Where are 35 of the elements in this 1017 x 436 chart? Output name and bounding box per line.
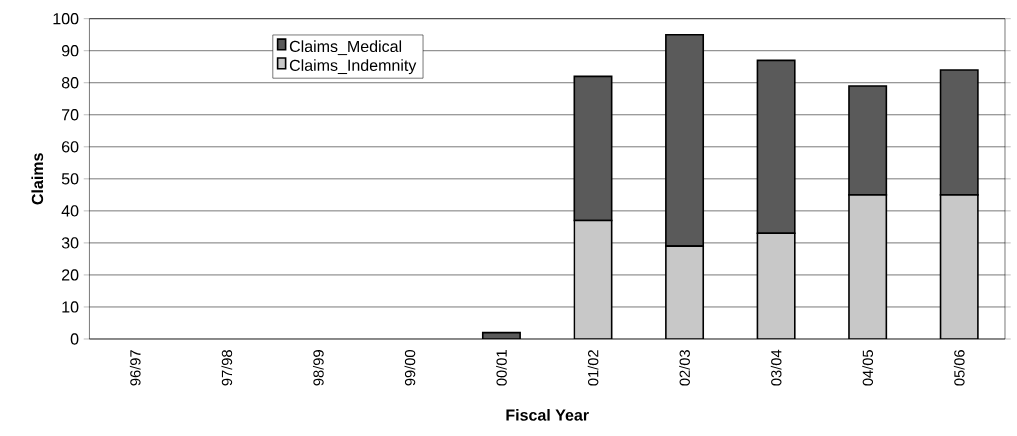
x-tick-label: 02/03: [679, 349, 690, 386]
x-axis-title: Fiscal Year: [506, 408, 589, 421]
y-tick-label: 90: [61, 44, 79, 57]
y-axis-title: Claims: [31, 153, 44, 205]
x-tick-label: 01/02: [587, 349, 599, 386]
y-tick-label: 0: [70, 333, 79, 345]
y-tick-label: 10: [62, 301, 79, 313]
x-tick-label: 00/01: [496, 349, 507, 386]
y-tick-label: 40: [61, 205, 79, 217]
y-tick-label: 100: [53, 12, 79, 25]
bar: [848, 84, 888, 196]
bar: [573, 75, 613, 222]
bar: [756, 232, 796, 339]
x-tick-label: 05/06: [953, 349, 965, 386]
x-tick-label: 99/00: [404, 349, 416, 386]
y-tick-label: 60: [62, 140, 79, 153]
bar: [848, 193, 888, 339]
bar: [756, 59, 796, 234]
x-tick-label: 97/98: [221, 349, 233, 386]
x-tick-label: 98/99: [312, 349, 324, 386]
y-tick-label: 20: [62, 269, 79, 281]
legend-label: Claims_Medical: [289, 40, 402, 55]
bar: [939, 193, 979, 339]
y-tick-label: 50: [61, 172, 79, 185]
y-tick-label: 80: [61, 76, 79, 89]
legend-label: Claims_Indemnity: [289, 59, 417, 74]
y-tick-label: 70: [62, 108, 79, 121]
x-tick-label: 04/05: [862, 349, 874, 386]
bar: [573, 219, 613, 339]
bar: [665, 245, 705, 339]
x-tick-label: 03/04: [770, 349, 782, 386]
x-tick-label: 96/97: [129, 349, 141, 386]
y-tick-label: 30: [61, 237, 79, 249]
bar: [665, 33, 705, 247]
bar: [939, 68, 979, 196]
